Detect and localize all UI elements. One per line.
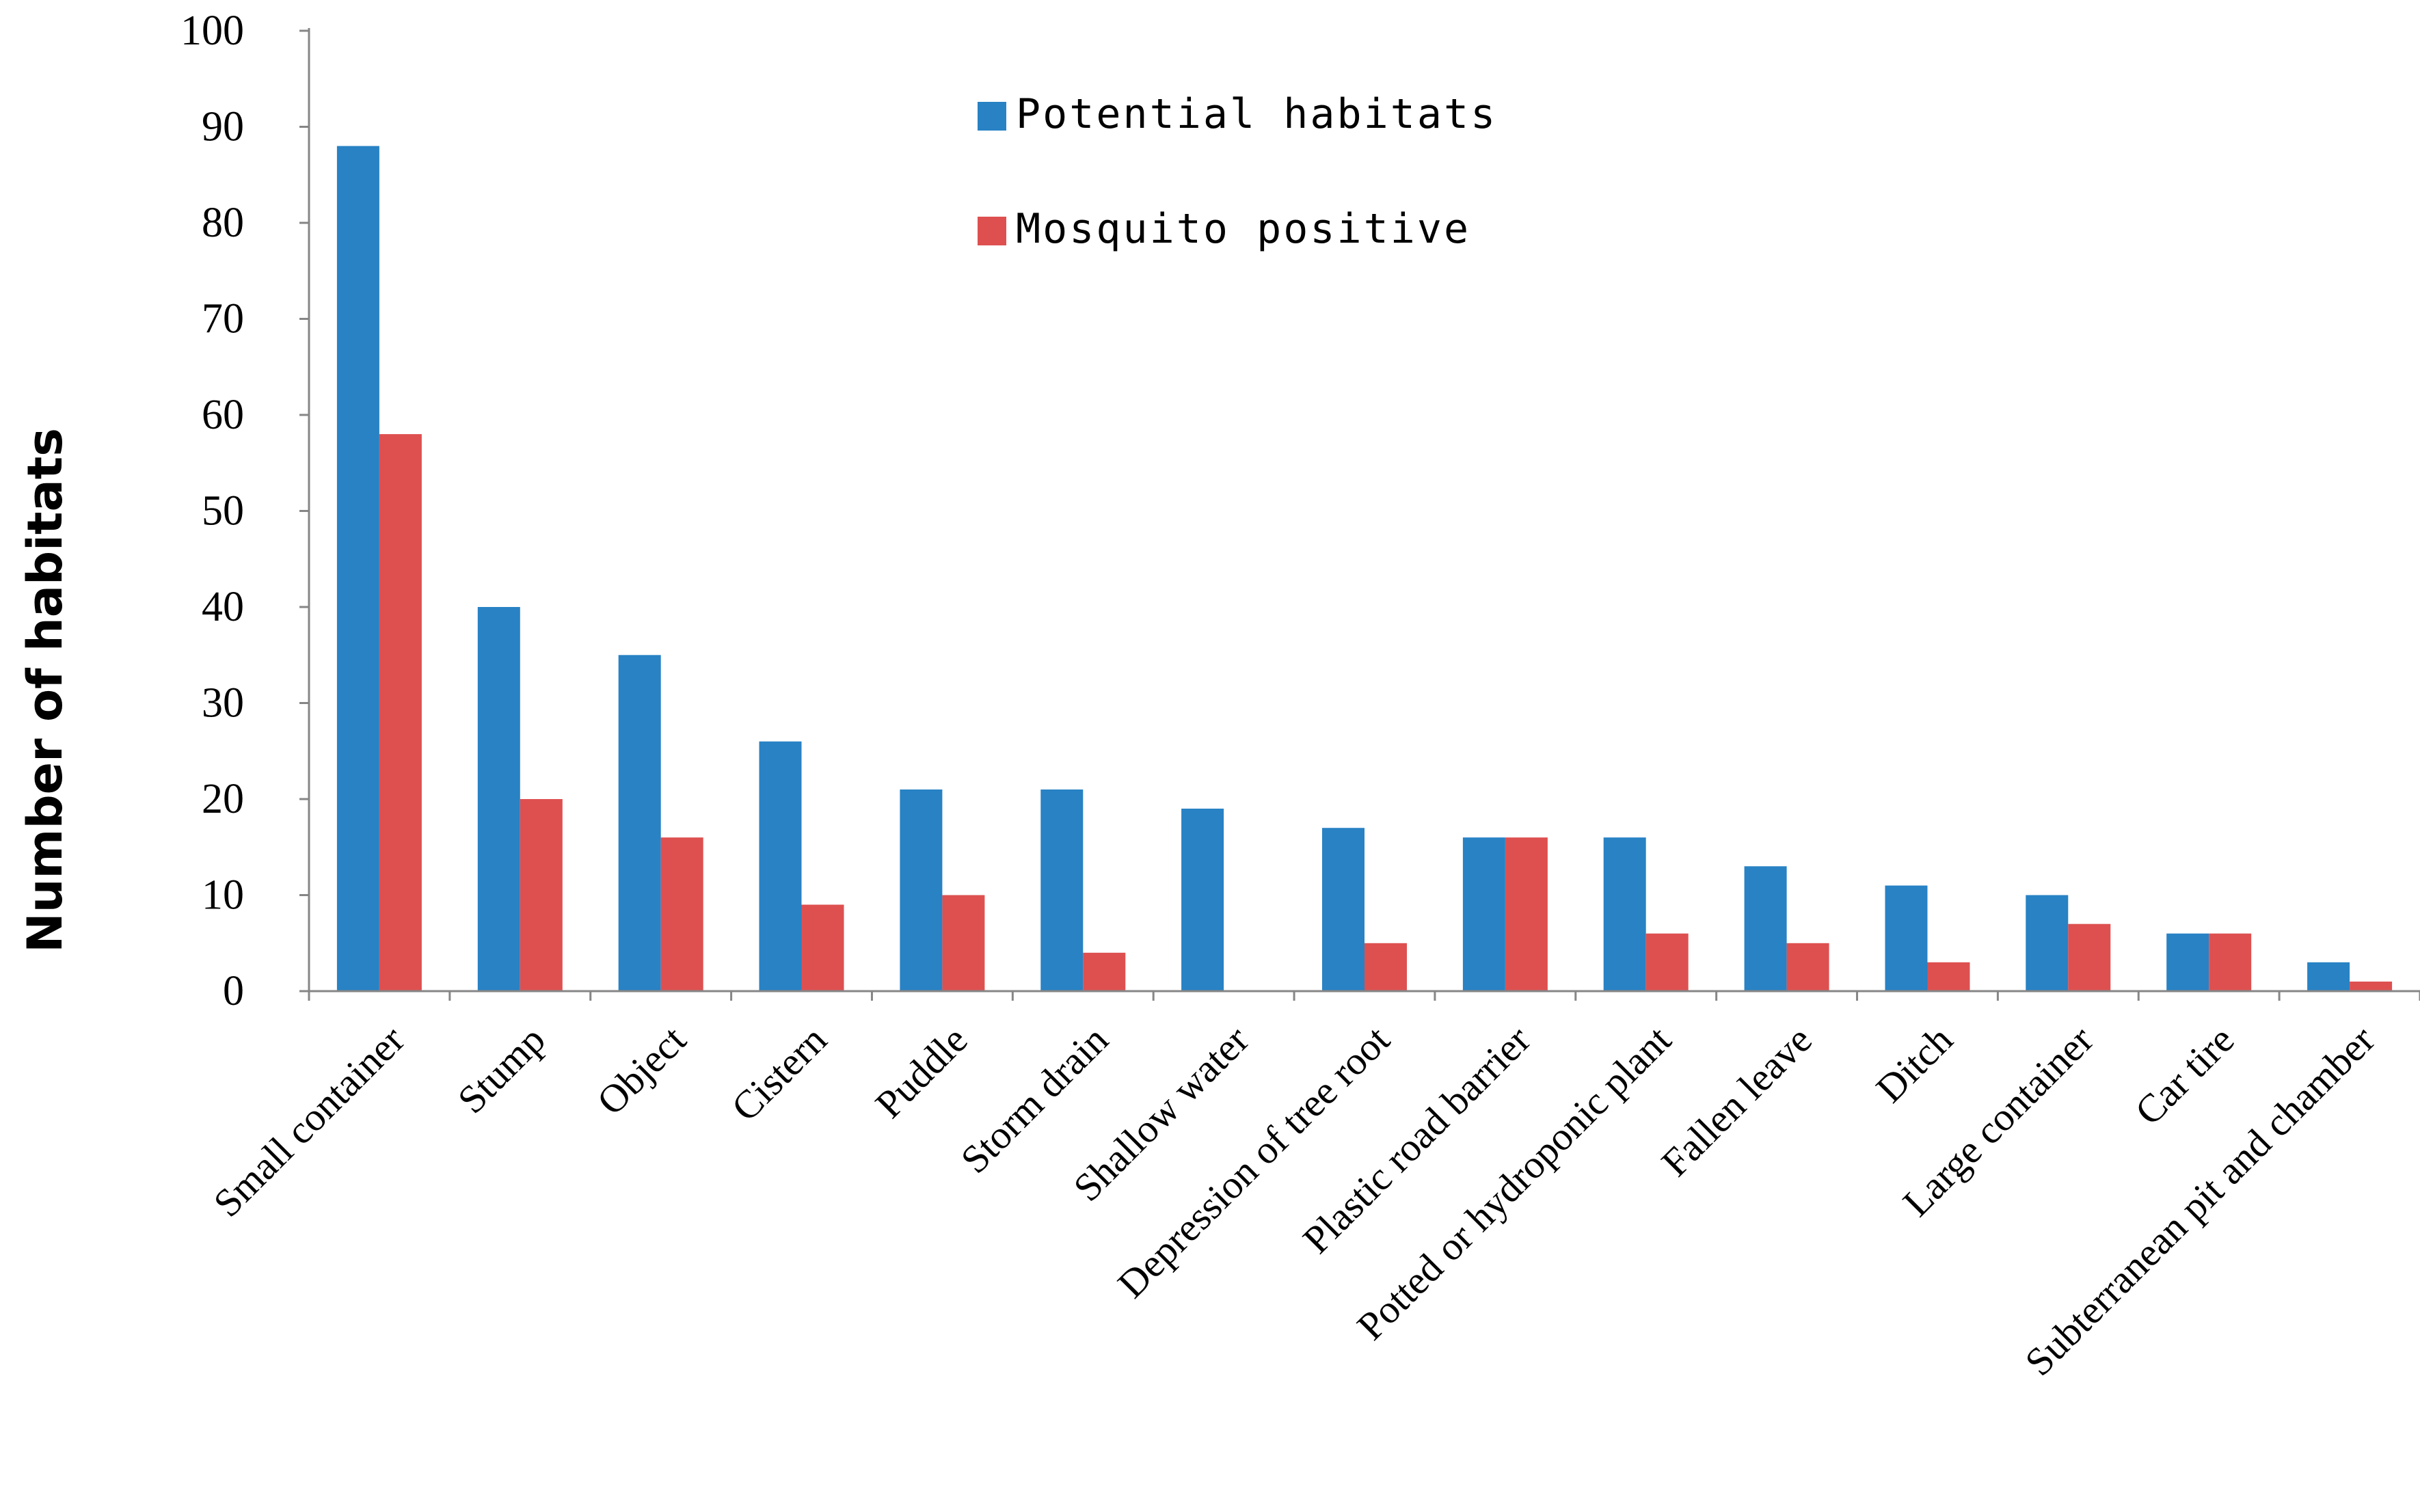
bar-positive-13: [2209, 933, 2252, 991]
bar-potential-0: [336, 146, 379, 992]
bar-potential-1: [477, 607, 520, 991]
legend-swatch-potential: [978, 102, 1006, 131]
y-axis-label: Number of habitats: [17, 428, 73, 953]
x-category-label: Car tire: [2126, 1017, 2242, 1133]
legend-label-potential: Potential habitats: [1016, 90, 1497, 138]
bar-potential-12: [2026, 895, 2069, 991]
y-tick-label: 90: [202, 104, 244, 150]
bar-positive-14: [2350, 982, 2393, 991]
y-tick-label: 50: [202, 488, 244, 535]
bar-positive-9: [1645, 933, 1689, 991]
y-tick-labels: 0 10 20 30 40 50 60 70 80 90 100: [180, 8, 244, 1014]
x-category-label: Stump: [449, 1017, 554, 1122]
bar-potential-10: [1744, 866, 1787, 991]
x-category-label: Cistern: [723, 1017, 835, 1129]
y-tick-label: 100: [180, 8, 244, 54]
bar-positive-8: [1505, 837, 1548, 991]
bar-potential-14: [2307, 962, 2350, 991]
bar-potential-9: [1603, 837, 1646, 991]
bar-positive-11: [1927, 962, 1970, 991]
x-category-label: Object: [589, 1017, 695, 1123]
bars-layer: [336, 146, 2393, 992]
y-tick-label: 70: [202, 296, 244, 342]
bar-positive-12: [2068, 923, 2111, 991]
y-tick-label: 10: [202, 872, 244, 919]
x-category-label: Fallen leave: [1653, 1017, 1820, 1185]
bar-positive-5: [1083, 952, 1126, 991]
bar-positive-3: [801, 904, 844, 991]
y-tick-label: 40: [202, 584, 244, 630]
bar-potential-7: [1322, 828, 1364, 991]
axes-layer: [299, 28, 2420, 1001]
bar-positive-4: [942, 895, 985, 991]
bar-potential-2: [618, 655, 661, 992]
bar-positive-2: [660, 837, 703, 991]
bar-potential-13: [2166, 933, 2209, 991]
bar-potential-5: [1040, 789, 1084, 991]
bar-potential-4: [900, 789, 943, 991]
x-category-label: Small container: [205, 1017, 413, 1225]
x-category-label: Puddle: [867, 1017, 976, 1126]
y-tick-label: 20: [202, 776, 244, 822]
x-category-label: Depression of tree root: [1109, 1017, 1398, 1306]
bar-positive-1: [520, 799, 563, 991]
bar-potential-8: [1462, 837, 1505, 991]
y-tick-label: 30: [202, 680, 244, 727]
x-category-labels: Small container Stump Object Cistern PuddleS…: [205, 1017, 2384, 1384]
y-tick-label: 0: [223, 968, 244, 1014]
bar-potential-3: [759, 741, 802, 991]
x-category-label: Ditch: [1868, 1017, 1961, 1111]
legend: Potential habitats Mosquito positive: [978, 90, 1497, 253]
bar-positive-10: [1786, 943, 1829, 992]
y-tick-label: 80: [202, 200, 244, 246]
legend-swatch-positive: [978, 217, 1006, 245]
y-tick-label: 60: [202, 392, 244, 438]
bar-potential-6: [1181, 809, 1224, 991]
bar-positive-7: [1364, 943, 1407, 992]
legend-label-positive: Mosquito positive: [1016, 205, 1470, 253]
bar-potential-11: [1885, 885, 1928, 991]
bar-positive-0: [379, 434, 422, 991]
